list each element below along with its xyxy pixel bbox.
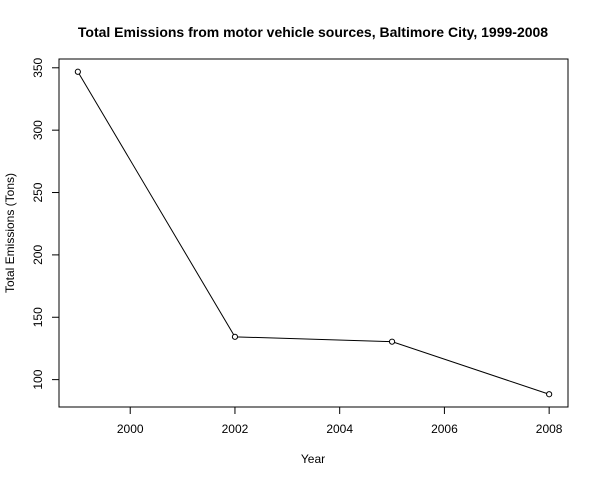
x-axis-label: Year (301, 452, 325, 466)
data-point-2005 (388, 338, 396, 345)
y-tick-label-100: 100 (31, 369, 45, 389)
y-tick-label-300: 300 (31, 120, 45, 140)
y-tick-label-350: 350 (31, 57, 45, 77)
y-tick-label-150: 150 (31, 307, 45, 327)
x-tick-label-2006: 2006 (431, 422, 458, 436)
chart-title: Total Emissions from motor vehicle sourc… (78, 24, 548, 40)
y-axis: 100 150 200 250 300 350 (31, 57, 60, 390)
data-point-1999 (74, 68, 81, 75)
series-layer (74, 68, 553, 398)
y-tick-label-200: 200 (31, 245, 45, 265)
x-axis: 2000 2002 2004 2006 2008 (117, 406, 563, 436)
x-tick-label-2004: 2004 (326, 422, 353, 436)
x-tick-label-2000: 2000 (117, 422, 144, 436)
x-tick-label-2002: 2002 (222, 422, 249, 436)
x-tick-label-2008: 2008 (536, 422, 563, 436)
data-point-2002 (231, 333, 239, 340)
data-point-2008 (546, 391, 553, 398)
y-axis-label: Total Emissions (Tons) (3, 173, 17, 293)
y-tick-label-250: 250 (31, 182, 45, 202)
series-line (77, 71, 550, 395)
